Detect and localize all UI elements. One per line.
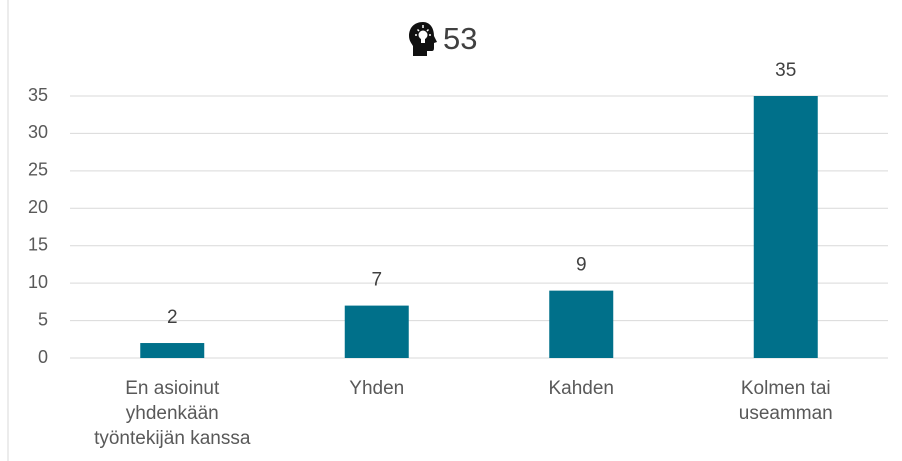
y-tick-label: 5 [38, 309, 48, 329]
bar [140, 343, 205, 358]
chart-title: 53 [443, 21, 477, 56]
x-tick-label: Kahden [548, 378, 614, 399]
y-tick-label: 30 [28, 122, 48, 142]
y-tick-label: 15 [28, 234, 48, 254]
data-label: 2 [167, 307, 178, 328]
bar [344, 305, 409, 358]
x-tick-label: Kolmen tai useamman [738, 378, 833, 424]
data-label: 7 [371, 270, 382, 291]
y-tick-label: 20 [28, 197, 48, 217]
y-tick-label: 0 [38, 347, 48, 367]
data-label: 35 [775, 60, 796, 81]
y-tick-label: 35 [28, 85, 48, 105]
x-tick-label: Yhden [349, 378, 405, 399]
bar [753, 96, 818, 358]
bar [549, 290, 614, 358]
data-label: 9 [576, 255, 587, 276]
y-tick-label: 10 [28, 272, 48, 292]
y-tick-label: 25 [28, 160, 48, 180]
x-tick-label: En asioinut yhdenkään työntekijän kanssa [94, 378, 251, 449]
title-icon [409, 22, 437, 56]
